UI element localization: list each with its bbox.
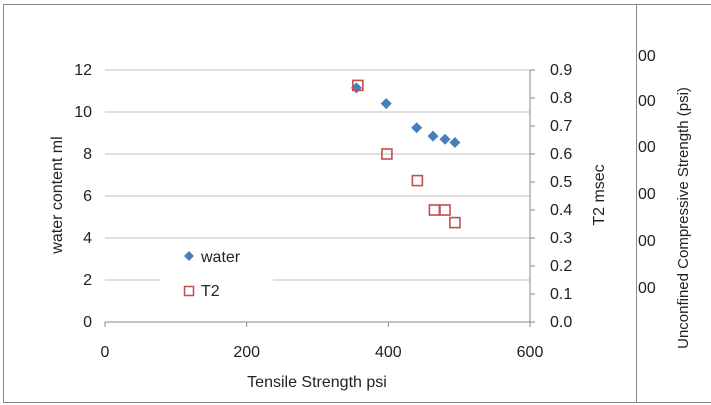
side-chart-tick-label: 00 [638,186,656,203]
y2-tick-label: 0.1 [550,286,572,303]
y-tick-label: 4 [83,230,92,247]
x-tick-label: 0 [101,344,110,361]
y2-axis-title: T2 msec [591,164,608,225]
y-axis-title: water content ml [49,136,66,254]
legend-t2-label: T2 [201,283,220,300]
data-points [350,79,461,229]
y-tick-label: 6 [83,188,92,205]
x-axis-title: Tensile Strength psi [247,374,387,391]
t2-point [411,174,424,187]
legend: water T2 [160,240,273,302]
y-tick-label: 8 [83,146,92,163]
x-tick-labels: 0 200 400 600 [101,344,544,361]
y2-tick-label: 0.6 [550,146,572,163]
legend-t2-marker [183,285,195,297]
water-point [439,133,451,145]
x-tick-label: 200 [233,344,260,361]
y2-tick-label: 0.2 [550,258,572,275]
y2-tick-label: 0.5 [550,174,572,191]
y2-tick-label: 0.4 [550,202,572,219]
t2-point [439,204,451,216]
side-chart-tick-label: 00 [638,139,656,156]
side-chart-frame [636,4,711,403]
y2-tick-label: 0.7 [550,118,572,135]
side-chart-y-axis-title: Unconfined Compressive Strength (psi) [675,87,692,349]
y-tick-label: 12 [74,62,92,79]
y2-tick-label: 0.9 [550,62,572,79]
y-tick-label: 0 [83,314,92,331]
water-point [411,122,423,134]
legend-water-label: water [200,249,241,266]
y-tick-label: 10 [74,104,92,121]
axes [104,69,535,327]
y-tick-label: 2 [83,272,92,289]
legend-water-marker [184,251,194,261]
y2-tick-label: 0.8 [550,90,572,107]
side-chart-tick-label: 00 [638,280,656,297]
y2-tick-label: 0.0 [550,314,572,331]
left-tick-labels: 0 2 4 6 8 10 12 [74,62,92,331]
legend-box [160,240,273,302]
water-point [449,136,461,148]
x-tick-label: 600 [517,344,544,361]
side-chart-tick-labels: 00 00 00 00 00 00 [638,48,656,297]
side-chart-tick-label: 00 [638,233,656,250]
side-chart-tick-label: 00 [638,93,656,110]
t2-point [449,216,461,229]
x-tick-label: 400 [375,344,402,361]
t2-point [352,79,364,92]
water-point [380,98,392,110]
side-chart-tick-label: 00 [638,48,656,65]
y2-tick-label: 0.3 [550,230,572,247]
t2-point [381,148,393,160]
right-tick-labels: 0.0 0.1 0.2 0.3 0.4 0.5 0.6 0.7 0.8 0.9 [550,62,572,331]
water-point [427,130,439,142]
chart-frame [3,4,637,403]
